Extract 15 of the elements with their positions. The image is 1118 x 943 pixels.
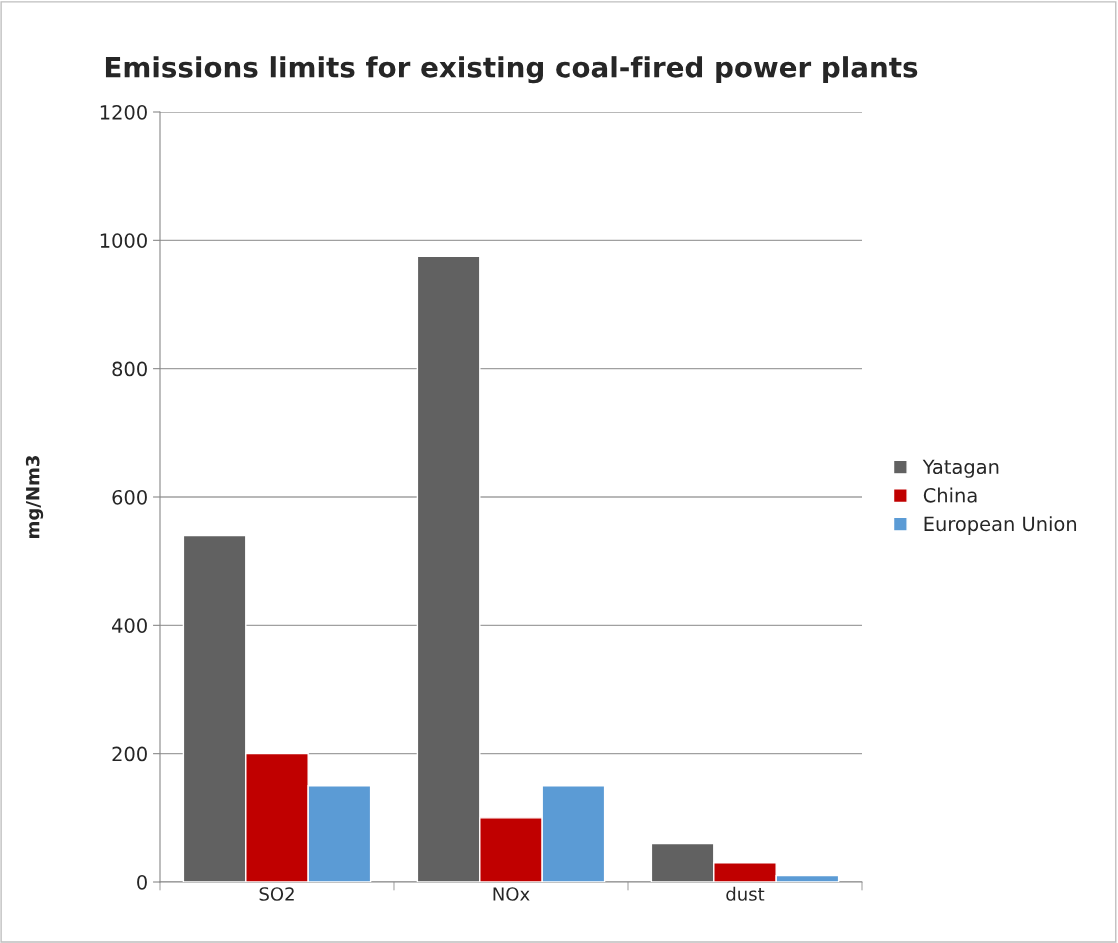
x-tick-label: SO2 (259, 887, 294, 901)
legend-label: Yatagan (922, 459, 999, 478)
y-tick-label: 800 (112, 361, 147, 377)
y-tick-label: 600 (112, 489, 147, 505)
x-tick-label: dust (726, 886, 765, 901)
y-tick-label: 0 (137, 874, 147, 890)
legend-label: European Union (924, 516, 1077, 535)
chart-title: Emissions limits for existing coal-fired power plants (105, 56, 918, 84)
y-axis-title: mg/Nm3 (25, 456, 44, 538)
y-tick-label: 400 (112, 618, 147, 633)
y-tick-label: 200 (112, 746, 147, 762)
y-tick-label: 1200 (100, 104, 147, 120)
x-tick-label: NOx (493, 887, 530, 901)
y-tick-label: 1000 (100, 233, 147, 248)
legend-label: China (923, 487, 977, 503)
